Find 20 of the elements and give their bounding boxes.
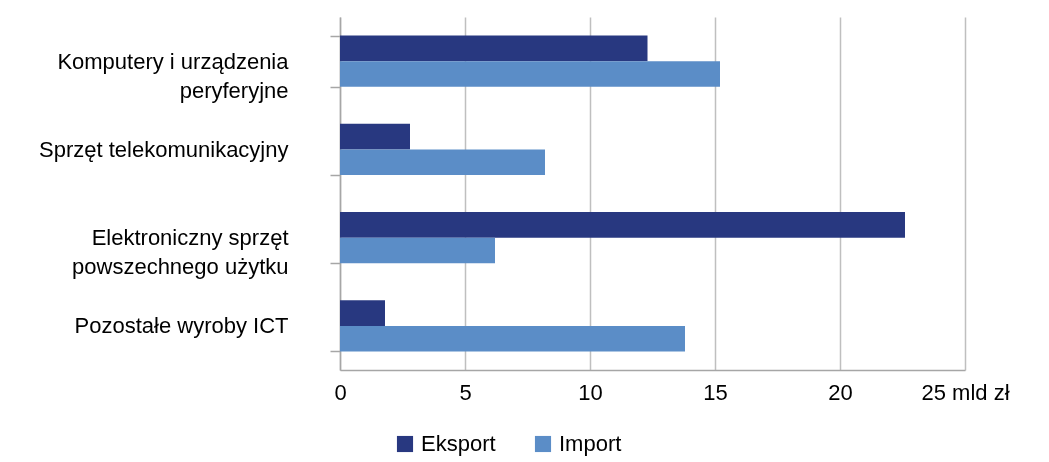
y-tick-label: Elektroniczny sprzęt powszechnego użytku (72, 225, 289, 280)
legend-label: Eksport (421, 431, 496, 456)
x-tick-label: 25 mld zł (921, 379, 1010, 405)
bar (340, 212, 905, 238)
legend-label: Import (559, 431, 622, 456)
bar (340, 325, 685, 352)
y-tick-label: Komputery i urządzenia peryferyjne (57, 48, 290, 103)
y-tick-label: Sprzęt telekomunikacyjny (39, 136, 289, 162)
bar (340, 300, 385, 326)
x-tick-label: 15 (703, 379, 728, 405)
x-tick-label: 0 (334, 379, 347, 405)
bar (340, 237, 495, 264)
x-tick-label: 5 (459, 379, 472, 405)
bar (340, 35, 648, 62)
x-tick-label: 20 (828, 379, 853, 405)
bar (340, 149, 545, 175)
bar (340, 123, 410, 150)
x-tick-label: 10 (578, 379, 603, 405)
y-tick-label: Pozostałe wyroby ICT (74, 313, 289, 339)
bar (340, 61, 720, 87)
